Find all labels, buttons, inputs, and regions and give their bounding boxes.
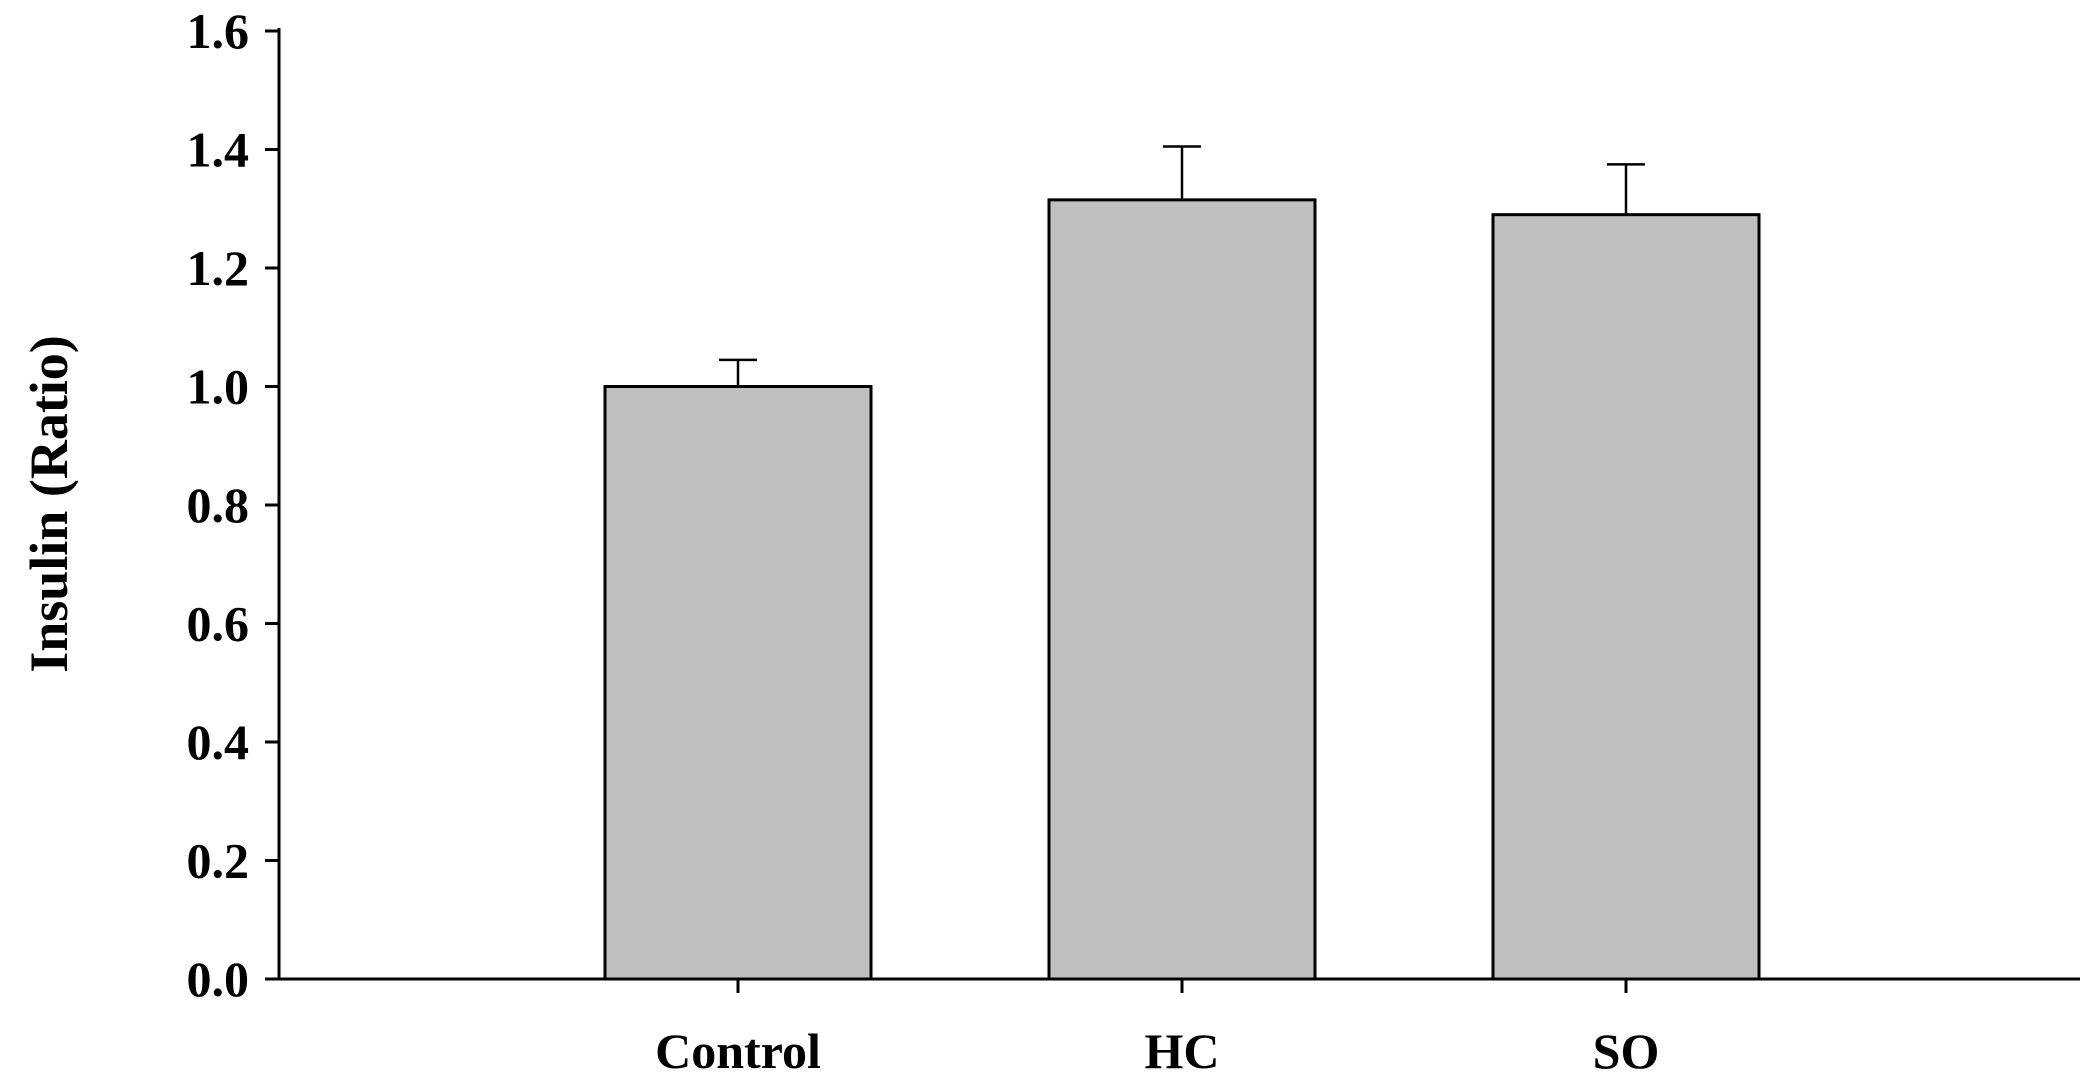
x-tick-label-hc: HC (1145, 1023, 1220, 1079)
error-bars (719, 145, 1645, 387)
bar-series (603, 198, 1761, 981)
y-tick-label: 1.6 (187, 3, 250, 59)
x-tick-label-control: Control (655, 1023, 821, 1079)
y-tick-label: 1.4 (187, 122, 250, 178)
y-tick-label: 1.0 (187, 359, 250, 415)
x-axis-tick-labels: Control HC SO (655, 1023, 1659, 1079)
y-tick-label: 0.8 (187, 477, 250, 533)
bar-hc (1047, 198, 1317, 981)
bar-control (603, 385, 873, 981)
bar-so (1491, 213, 1761, 981)
y-tick-label: 0.2 (187, 833, 250, 889)
y-tick-label: 1.2 (187, 240, 250, 296)
x-tick-label-so: SO (1593, 1023, 1660, 1079)
x-axis-ticks (736, 979, 1628, 993)
y-axis-ticks (265, 29, 279, 981)
y-tick-label: 0.0 (187, 951, 250, 1007)
y-tick-label: 0.4 (187, 714, 250, 770)
y-axis-title: Insulin (Ratio) (19, 335, 79, 673)
y-tick-label: 0.6 (187, 596, 250, 652)
y-axis-tick-labels: 0.0 0.2 0.4 0.6 0.8 1.0 1.2 1.4 1.6 (187, 3, 250, 1007)
